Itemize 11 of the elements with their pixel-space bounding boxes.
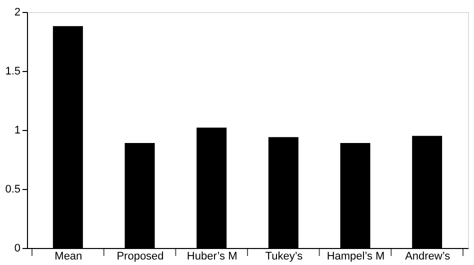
- y-tick-label: 1: [14, 124, 20, 136]
- y-tick-label: 2: [14, 6, 20, 18]
- x-tick-label: Tukey’s: [265, 250, 304, 262]
- x-tick-label: Hampel’s M: [326, 250, 385, 262]
- y-tick-label: 0: [14, 242, 20, 254]
- y-tick-label: 1.5: [5, 66, 20, 78]
- y-tick-label: 0.5: [5, 184, 20, 196]
- x-tick-label: Proposed: [116, 250, 164, 262]
- x-tick-label: Mean: [54, 250, 82, 262]
- x-tick-label: Andrew’s: [405, 250, 451, 262]
- x-tick-label: Huber’s M: [186, 250, 238, 262]
